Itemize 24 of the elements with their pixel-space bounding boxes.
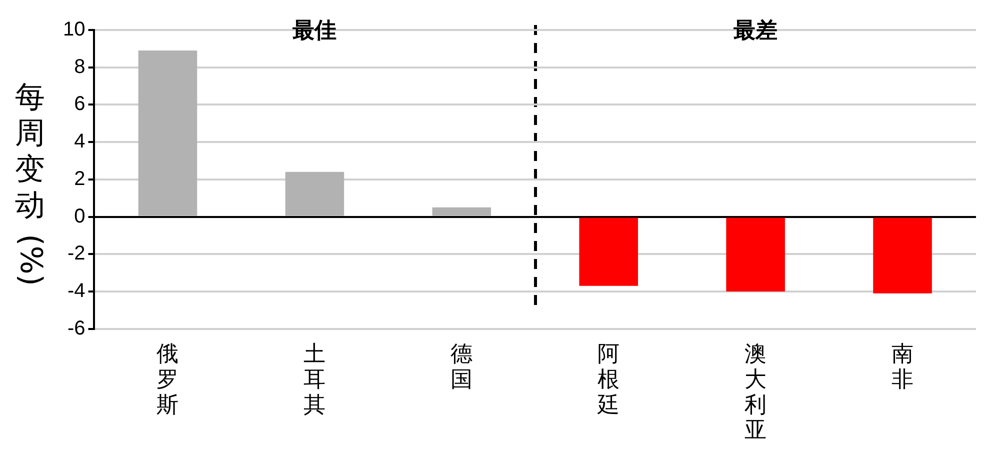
- bar: [285, 172, 344, 216]
- x-tick-label: 南非: [892, 342, 914, 392]
- annotation: 最差: [732, 18, 778, 44]
- y-axis-title: 每周变动 (%): [12, 80, 49, 286]
- bar: [873, 218, 932, 294]
- y-tick-label: 10: [62, 18, 86, 41]
- y-tick-label: 0: [74, 205, 86, 228]
- x-tick-label: 俄罗斯: [156, 342, 179, 418]
- y-tick-label: -2: [67, 242, 86, 265]
- x-tick-label: 阿根廷: [596, 342, 620, 418]
- y-tick-label: 6: [74, 93, 86, 116]
- y-tick-label: -4: [67, 280, 86, 302]
- y-tick-label: 4: [74, 130, 86, 153]
- bar: [726, 218, 785, 292]
- bar: [138, 50, 198, 216]
- y-tick-label: -6: [67, 317, 86, 340]
- x-tick-label: 澳大利亚: [744, 342, 767, 444]
- bar: [579, 218, 638, 286]
- x-tick-label: 德国: [450, 342, 473, 392]
- x-tick-label: 土耳其: [304, 342, 326, 418]
- y-tick-label: 2: [74, 168, 86, 190]
- bar: [432, 207, 492, 216]
- annotation: 最佳: [292, 18, 337, 44]
- y-tick-label: 8: [74, 56, 86, 78]
